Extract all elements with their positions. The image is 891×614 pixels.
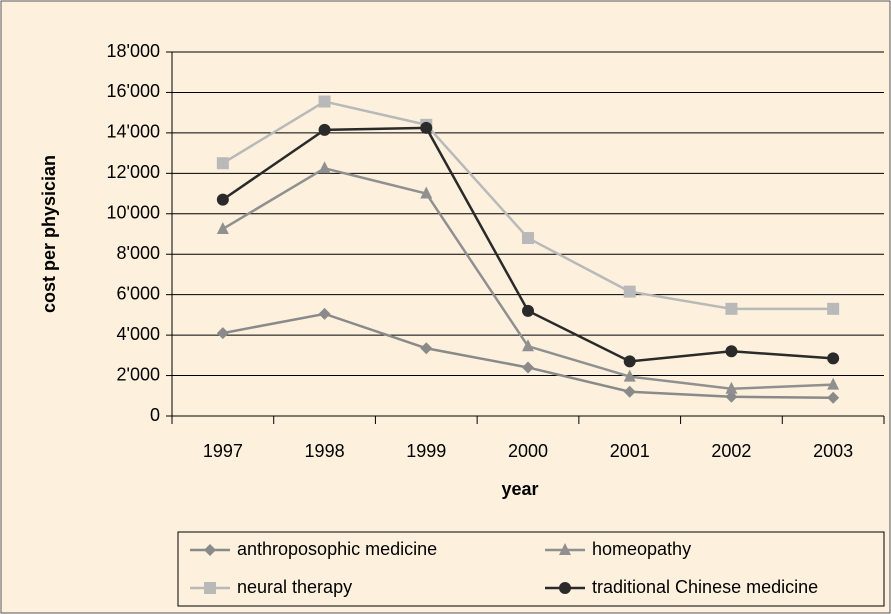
- legend-marker: [559, 582, 571, 594]
- data-point: [623, 385, 636, 398]
- data-point: [623, 369, 636, 382]
- data-point: [827, 377, 840, 390]
- x-axis-label: year: [501, 479, 538, 499]
- data-point: [216, 327, 229, 340]
- data-point: [725, 345, 738, 358]
- y-tick-label: 2'000: [117, 364, 160, 384]
- y-tick-label: 4'000: [117, 324, 160, 344]
- data-point: [725, 390, 738, 403]
- data-point: [827, 302, 840, 315]
- x-tick-label: 2000: [508, 441, 548, 461]
- data-point: [725, 381, 738, 394]
- legend-label: traditional Chinese medicine: [592, 577, 818, 597]
- data-point: [522, 304, 534, 317]
- x-tick-label: 1997: [203, 441, 243, 461]
- legend-marker: [204, 544, 216, 556]
- data-point: [318, 95, 331, 108]
- data-point: [522, 339, 534, 352]
- y-tick-label: 12'000: [107, 162, 161, 182]
- y-tick-label: 14'000: [107, 122, 161, 142]
- legend-marker: [559, 543, 571, 555]
- data-point: [623, 355, 636, 368]
- legend-label: homeopathy: [592, 539, 691, 559]
- legend-marker: [204, 582, 216, 594]
- data-point: [420, 342, 433, 355]
- data-point: [318, 307, 331, 320]
- data-point: [216, 193, 229, 206]
- x-tick-label: 1998: [305, 441, 345, 461]
- data-point: [522, 232, 534, 245]
- data-point: [318, 123, 331, 136]
- data-point: [827, 391, 840, 404]
- data-point: [420, 186, 433, 199]
- x-tick-label: 1999: [406, 441, 446, 461]
- legend-label: neural therapy: [237, 577, 352, 597]
- data-point: [725, 302, 738, 315]
- x-tick-label: 2001: [610, 441, 650, 461]
- y-tick-label: 16'000: [107, 81, 161, 101]
- y-axis-label: cost per physician: [39, 155, 59, 313]
- data-point: [623, 285, 636, 298]
- legend-box: [177, 531, 885, 607]
- y-tick-label: 18'000: [107, 41, 161, 61]
- data-point: [216, 157, 229, 170]
- legend-label: anthroposophic medicine: [237, 539, 437, 559]
- x-tick-label: 2003: [813, 441, 853, 461]
- x-tick-label: 2002: [711, 441, 751, 461]
- data-point: [522, 361, 534, 374]
- y-tick-label: 0: [150, 405, 160, 425]
- data-point: [318, 161, 331, 174]
- data-point: [420, 121, 433, 134]
- y-tick-label: 10'000: [107, 203, 161, 223]
- data-point: [216, 221, 229, 234]
- y-tick-label: 6'000: [117, 283, 160, 303]
- data-point: [827, 352, 840, 365]
- y-tick-label: 8'000: [117, 243, 160, 263]
